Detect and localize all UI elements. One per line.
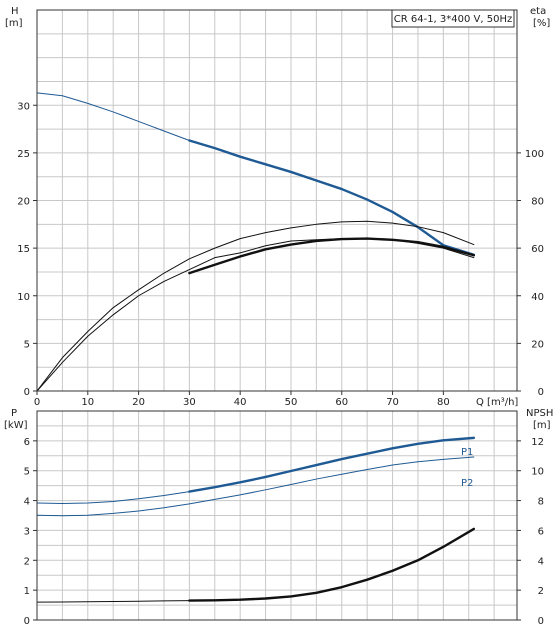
top-right-y-tick-label: 100	[525, 149, 544, 160]
top-right-y-tick-label: 20	[531, 339, 544, 350]
bottom-left-y-tick-label: 5	[24, 467, 30, 478]
label-p2: P2	[461, 478, 473, 489]
x-tick-label: 20	[132, 397, 145, 408]
series-line-0	[36, 491, 190, 505]
bottom-right-ylabel: NPSH [m]	[526, 408, 557, 431]
series-line-4	[188, 527, 476, 602]
x-tick-label: 70	[386, 397, 399, 408]
top-ticks: 0 5 10 15 20 25 30 0 20 40 60 80 100 0 10 20 30 40 50 60 70 8…	[17, 101, 544, 408]
top-left-y-tick-label: 25	[17, 149, 30, 160]
top-left-y-tick-label: 10	[17, 292, 30, 303]
label-p1: P1	[461, 447, 473, 458]
x-tick-label: 0	[34, 397, 40, 408]
bottom-right-y-tick-label: 8	[538, 497, 544, 508]
series-line-4	[188, 237, 476, 275]
top-series	[36, 92, 476, 392]
chart-title: CR 64-1, 3*400 V, 50Hz	[394, 14, 512, 25]
bottom-left-ylabel-line-1: P	[11, 408, 17, 419]
x-tick-label: 40	[234, 397, 247, 408]
top-left-y-tick-label: 20	[17, 197, 30, 208]
bottom-left-y-tick-label: 6	[24, 437, 30, 448]
series-line-1	[188, 139, 476, 256]
bottom-right-ylabel-line-1: NPSH	[526, 408, 553, 419]
bottom-left-y-tick-label: 4	[24, 497, 30, 508]
bottom-right-y-tick-label: 12	[531, 437, 544, 448]
bottom-left-y-tick-label: 0	[24, 616, 30, 627]
series-line-2	[36, 238, 475, 392]
x-tick-label: 10	[81, 397, 94, 408]
series-line-3	[36, 600, 190, 603]
top-right-y-tick-label: 40	[531, 292, 544, 303]
series-line-3	[36, 220, 475, 392]
top-right-ylabel: eta [%]	[530, 6, 550, 29]
chart-title-box	[391, 9, 515, 28]
top-left-y-tick-label: 15	[17, 244, 30, 255]
top-right-y-tick-label: 80	[531, 197, 544, 208]
bottom-grid	[37, 411, 517, 620]
top-left-ylabel-line-2: [m]	[5, 18, 23, 29]
bottom-right-y-tick-label: 2	[538, 586, 544, 597]
x-tick-label: 80	[437, 397, 450, 408]
bottom-left-y-tick-label: 3	[24, 526, 30, 537]
top-left-ylabel-line-1: H	[11, 6, 19, 17]
series-line-2	[36, 456, 475, 517]
series-line-0	[36, 92, 190, 141]
top-left-y-tick-label: 5	[24, 339, 30, 350]
bottom-right-y-tick-label: 0	[538, 616, 544, 627]
x-tick-label: 30	[183, 397, 196, 408]
top-right-y-tick-label: 60	[531, 244, 544, 255]
bottom-left-ylabel: P [kW]	[4, 408, 28, 431]
x-tick-label: 60	[335, 397, 348, 408]
bottom-plot-frame	[36, 410, 518, 621]
bottom-left-y-tick-label: 2	[24, 556, 30, 567]
top-right-y-tick-label: 0	[538, 387, 544, 398]
bottom-right-ylabel-line-2: [m]	[533, 420, 551, 431]
top-x-axis-label: Q [m³/h]	[476, 397, 518, 408]
bottom-right-y-tick-label: 10	[531, 467, 544, 478]
bottom-series	[36, 436, 476, 603]
bottom-right-y-tick-label: 6	[538, 526, 544, 537]
top-right-ylabel-line-2: [%]	[533, 18, 550, 29]
bottom-left-ylabel-line-2: [kW]	[4, 420, 28, 431]
top-left-ylabel: H [m]	[5, 6, 23, 29]
top-left-y-tick-label: 0	[24, 387, 30, 398]
top-left-y-tick-label: 30	[17, 101, 30, 112]
top-grid	[37, 10, 517, 391]
series-line-1	[188, 436, 476, 493]
bottom-left-y-tick-label: 1	[24, 586, 30, 597]
top-right-ylabel-line-1: eta	[530, 6, 546, 17]
x-tick-label: 50	[285, 397, 298, 408]
bottom-right-y-tick-label: 4	[538, 556, 544, 567]
